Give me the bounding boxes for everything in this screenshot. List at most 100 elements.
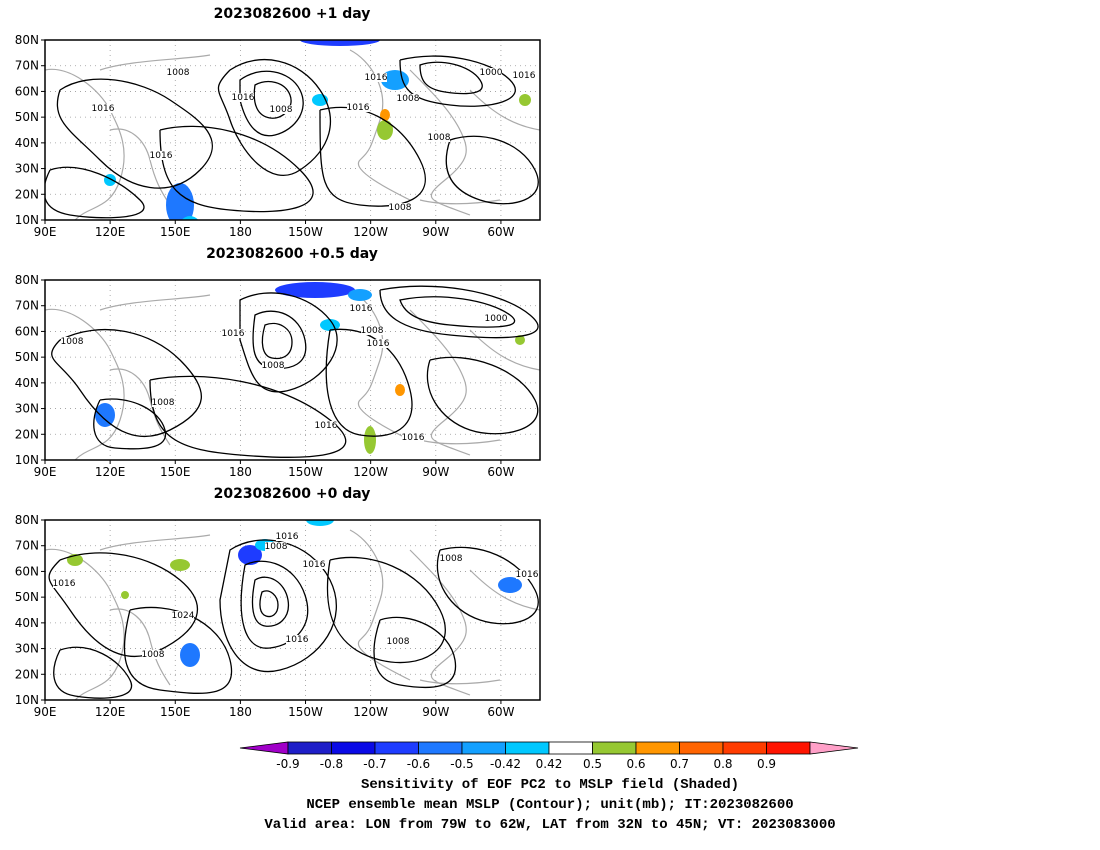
contour-label-bg <box>365 73 387 82</box>
contour-label-bg <box>428 133 450 142</box>
mslp-contour <box>149 375 347 458</box>
lat-tick-label: 80N <box>15 33 39 47</box>
sensitivity-shade <box>498 577 522 593</box>
lon-tick-label: 90W <box>422 225 449 239</box>
contour-label-bg <box>350 304 372 313</box>
contour-label-bg <box>286 635 308 644</box>
lat-tick-label: 80N <box>15 513 39 527</box>
sensitivity-shade <box>166 183 194 220</box>
contour-label: 1008 <box>397 94 420 104</box>
contour-label-bg <box>485 314 507 323</box>
coastline <box>469 569 540 611</box>
contour-label-bg <box>222 329 244 338</box>
colorbar-box <box>461 741 506 755</box>
colorbar-label: -0.5 <box>450 757 473 771</box>
contour-label-bg <box>397 94 419 103</box>
lon-tick-label: 120W <box>353 465 388 479</box>
lon-tick-label: 150E <box>160 705 191 719</box>
caption-line-3: Valid area: LON from 79W to 62W, LAT fro… <box>264 817 836 833</box>
lat-tick-label: 40N <box>15 376 39 390</box>
contour-label-bg <box>387 637 409 646</box>
contour-label: 1008 <box>152 398 175 408</box>
mslp-contour <box>240 560 309 649</box>
contour-label-bg <box>172 611 194 620</box>
sensitivity-shade <box>364 426 376 454</box>
lat-tick-label: 40N <box>15 136 39 150</box>
contour-label: 1008 <box>61 337 84 347</box>
contour-label: 1008 <box>387 637 410 647</box>
colorbar-label: -0.7 <box>363 757 386 771</box>
sensitivity-shade <box>95 403 115 427</box>
contour-label-bg <box>167 68 189 77</box>
contour-label-bg <box>53 579 75 588</box>
contour-label-bg <box>262 361 284 370</box>
contour-label: 1016 <box>53 579 76 589</box>
mslp-contour <box>239 70 304 137</box>
colorbar-label: 0.42 <box>536 757 563 771</box>
lat-tick-label: 30N <box>15 642 39 656</box>
panel-title: 2023082600 +1 day <box>213 6 371 22</box>
contour-label: 1016 <box>303 560 326 570</box>
colorbar-box <box>287 741 332 755</box>
colorbar-label: 0.6 <box>626 757 645 771</box>
mslp-contour <box>373 616 457 689</box>
lat-tick-label: 50N <box>15 110 39 124</box>
lon-tick-label: 180 <box>229 465 252 479</box>
lon-tick-label: 90E <box>34 705 57 719</box>
colorbar-box <box>374 741 419 755</box>
lon-tick-label: 120W <box>353 225 388 239</box>
lon-tick-label: 90W <box>422 705 449 719</box>
coastline <box>45 308 125 460</box>
lon-tick-label: 60W <box>487 705 514 719</box>
colorbar-label: -0.42 <box>490 757 521 771</box>
lon-tick-label: 120E <box>95 705 126 719</box>
lon-tick-label: 90W <box>422 465 449 479</box>
contour-label: 1016 <box>232 93 255 103</box>
coastline <box>45 68 125 220</box>
contour-label: 1016 <box>222 329 245 339</box>
colorbar-extend-left <box>239 741 289 755</box>
lat-tick-label: 30N <box>15 162 39 176</box>
mslp-contour <box>319 106 426 207</box>
contour-label-bg <box>440 554 462 563</box>
contour-label-bg <box>276 532 298 541</box>
contour-label: 1008 <box>262 361 285 371</box>
mslp-contour <box>251 576 290 627</box>
mslp-contour <box>259 590 279 618</box>
sensitivity-shade <box>121 591 129 599</box>
lon-tick-label: 60W <box>487 465 514 479</box>
lat-tick-label: 10N <box>15 213 39 227</box>
lat-tick-label: 70N <box>15 59 39 73</box>
map-panel: 1016 1016 1008 1016 1000 1008 1008 1008 1016 1016… <box>15 273 541 479</box>
contour-label: 1008 <box>440 554 463 564</box>
contour-label: 1024 <box>172 611 195 621</box>
lon-tick-label: 180 <box>229 705 252 719</box>
mslp-contour <box>48 552 198 658</box>
lon-tick-label: 180 <box>229 225 252 239</box>
contour-label: 1000 <box>480 68 503 78</box>
contour-label: 1016 <box>276 532 299 542</box>
mslp-contour <box>445 135 539 205</box>
coastline <box>409 309 471 456</box>
lat-tick-label: 50N <box>15 590 39 604</box>
map-background <box>45 520 540 700</box>
caption-line-2: NCEP ensemble mean MSLP (Contour); unit(… <box>306 797 794 813</box>
coastline <box>469 329 540 371</box>
sensitivity-shade <box>348 289 372 301</box>
lon-tick-label: 90E <box>34 225 57 239</box>
contour-label: 1016 <box>516 570 539 580</box>
lon-tick-label: 150E <box>160 225 191 239</box>
colorbar-label: -0.8 <box>320 757 343 771</box>
lon-tick-label: 150W <box>288 705 323 719</box>
map-background <box>45 280 540 460</box>
sensitivity-shade <box>380 109 390 121</box>
mslp-contour <box>261 322 293 360</box>
contour-label: 1016 <box>150 151 173 161</box>
mslp-contour <box>56 78 214 189</box>
contour-label: 1016 <box>365 73 388 83</box>
lat-tick-label: 40N <box>15 616 39 630</box>
map-panel: 1008 1016 1016 1008 1016 1008 1000 1016 1016 1008… <box>15 33 541 239</box>
sensitivity-shade <box>515 335 525 345</box>
colorbar-box <box>418 741 463 755</box>
sensitivity-shade <box>238 545 262 565</box>
